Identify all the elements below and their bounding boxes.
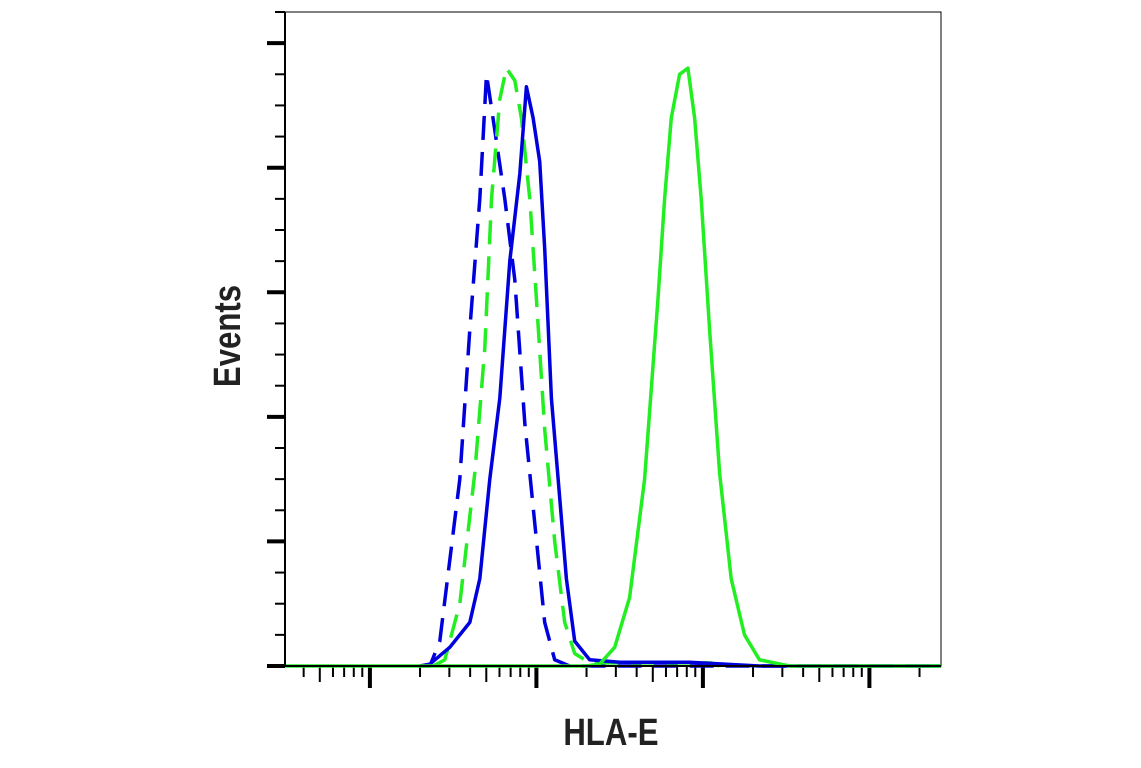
solid-histogram-line-2: [419, 84, 941, 668]
solid-histogram-line-3: [285, 66, 941, 668]
plot-frame: [284, 11, 942, 667]
dashed-histogram-line-0: [419, 72, 941, 668]
y-axis-ticks: [267, 11, 285, 668]
x-axis-ticks: [302, 667, 921, 688]
dashed-histogram-line-1: [432, 66, 721, 668]
series-group: [285, 66, 941, 668]
y-axis-label: Events: [207, 285, 249, 387]
x-axis-label: HLA-E: [563, 712, 658, 754]
